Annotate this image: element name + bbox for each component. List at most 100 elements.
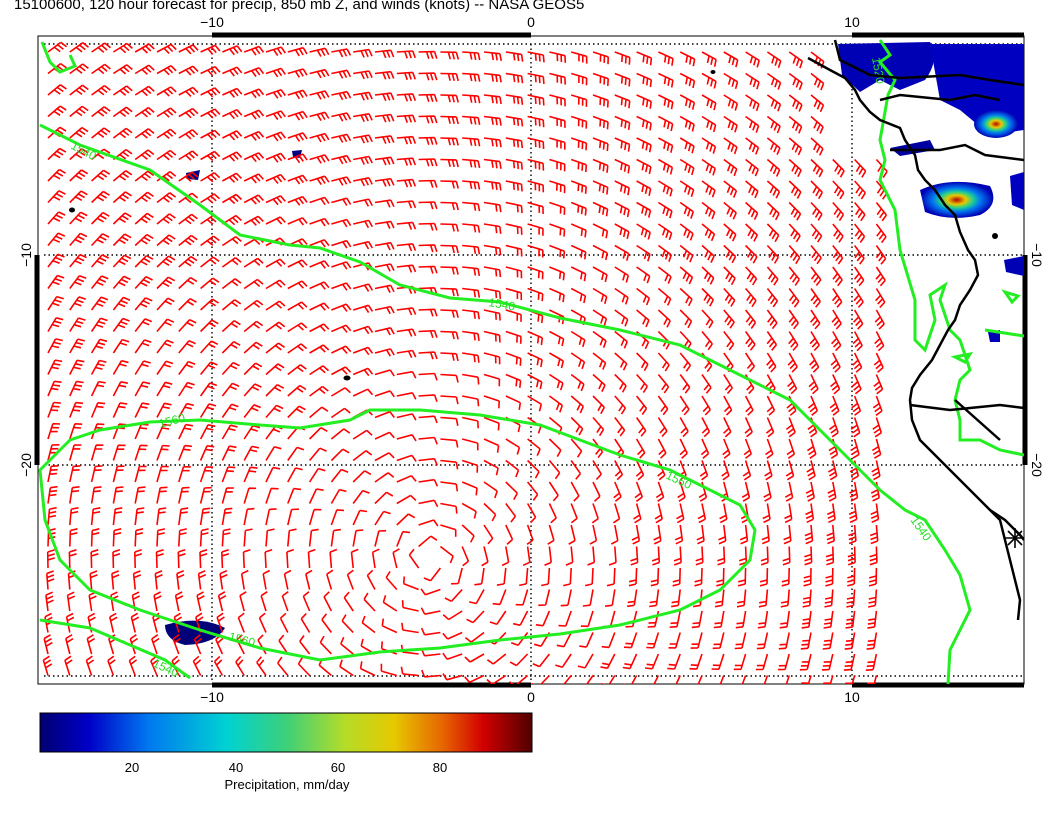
wind-barb <box>756 632 769 650</box>
wind-barb <box>505 287 523 301</box>
wind-barb <box>462 352 480 363</box>
wind-barb <box>200 319 219 333</box>
wind-barb <box>178 507 189 526</box>
wind-barb <box>265 46 286 57</box>
wind-barb <box>91 169 111 182</box>
wind-barb <box>548 459 561 480</box>
wind-barb <box>91 127 111 139</box>
wind-barb <box>221 466 236 483</box>
wind-barb <box>112 528 122 547</box>
wind-barb <box>701 158 716 176</box>
wind-barb <box>486 653 507 665</box>
wind-barb <box>636 352 649 372</box>
wind-barb <box>309 196 330 206</box>
colorbar-scale <box>39 712 533 753</box>
wind-barb <box>851 374 862 395</box>
wind-barb <box>701 244 715 263</box>
wind-barb <box>462 287 481 298</box>
wind-barb <box>331 261 352 270</box>
wind-barb <box>69 105 89 118</box>
wind-barb <box>192 655 202 676</box>
wind-barb <box>765 438 774 459</box>
wind-barb <box>440 137 459 146</box>
wind-barb <box>330 528 341 547</box>
wind-barb <box>69 274 87 289</box>
wind-barb <box>592 287 608 305</box>
wind-barb <box>420 607 441 615</box>
wind-barb <box>197 570 207 590</box>
wind-barb <box>462 309 480 320</box>
wind-barb <box>549 330 565 347</box>
wind-barb <box>527 94 545 106</box>
wind-barb <box>555 653 572 669</box>
wind-barb <box>90 275 109 289</box>
wind-barb <box>548 373 564 391</box>
wind-barb <box>346 569 354 590</box>
wind-barb <box>265 508 277 526</box>
wind-barb <box>483 180 502 191</box>
wind-barb <box>538 589 551 607</box>
wind-barb <box>440 330 459 340</box>
wind-barb <box>568 524 576 545</box>
wind-barb <box>592 51 609 65</box>
wind-barb <box>440 502 458 514</box>
wind-barb <box>679 374 691 394</box>
station-marker <box>1005 528 1024 548</box>
wind-barb <box>784 481 794 502</box>
wind-barb <box>636 51 653 66</box>
wind-barb <box>653 524 662 545</box>
wind-barb <box>421 669 441 678</box>
wind-barb <box>221 299 242 311</box>
wind-barb <box>287 322 308 333</box>
wind-barb <box>701 51 717 67</box>
wind-barb <box>134 212 154 225</box>
wind-barb <box>69 317 86 332</box>
wind-barb <box>549 94 566 107</box>
wind-barb <box>341 614 354 634</box>
wind-barb <box>151 634 160 655</box>
wind-barb <box>287 301 308 311</box>
wind-barb <box>408 548 420 569</box>
wind-barb <box>845 610 856 629</box>
wind-barb <box>505 459 520 478</box>
wind-barb <box>614 330 628 349</box>
wind-barb <box>69 190 88 204</box>
wind-barb <box>47 232 66 247</box>
wind-barb <box>69 444 82 461</box>
wind-barb <box>265 195 286 206</box>
wind-barb <box>221 214 242 226</box>
wind-barb <box>68 549 77 569</box>
wind-barb <box>483 51 502 62</box>
wind-barb <box>723 244 737 264</box>
wind-barb <box>440 373 459 383</box>
wind-barb <box>866 632 878 650</box>
wind-barb <box>178 65 199 76</box>
wind-barb <box>353 155 373 165</box>
wind-barb <box>744 352 756 373</box>
wind-barb <box>544 546 552 566</box>
wind-barb <box>221 403 239 418</box>
wind-barb <box>788 115 803 134</box>
wind-barb <box>668 632 681 649</box>
wind-barb <box>804 524 814 545</box>
wind-barb <box>852 331 863 352</box>
wind-barb <box>396 243 417 252</box>
wind-barb <box>679 137 695 154</box>
wind-barb <box>46 570 55 590</box>
wind-barb <box>462 266 481 277</box>
wind-barb <box>156 170 177 182</box>
wind-barb <box>570 180 587 194</box>
wind-barb <box>200 129 221 140</box>
wind-barb <box>396 513 416 526</box>
wind-barb <box>462 330 480 342</box>
wind-barb <box>483 438 500 453</box>
wind-barb <box>366 569 376 590</box>
wind-barb <box>636 223 651 240</box>
wind-barb <box>832 158 845 178</box>
wind-barb <box>570 244 587 260</box>
wind-barb <box>788 180 802 199</box>
wind-barb <box>69 296 87 311</box>
wind-barb <box>570 115 588 129</box>
wind-barb <box>505 395 522 411</box>
wind-barb <box>766 244 779 264</box>
